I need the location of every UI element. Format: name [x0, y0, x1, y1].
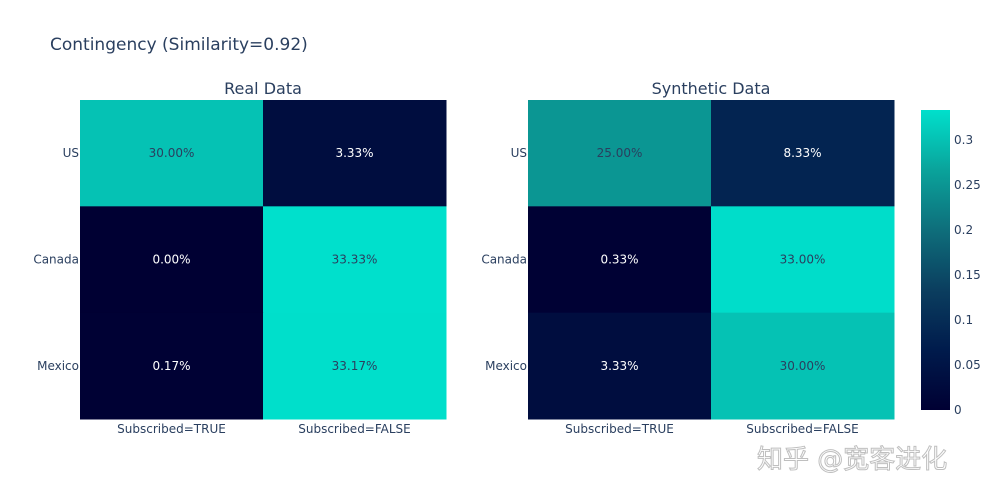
heatmap-cell	[528, 100, 712, 207]
colorbar-tick-label: 0.15	[954, 268, 981, 282]
y-tick-label: Canada	[481, 253, 527, 267]
figure-title: Contingency (Similarity=0.92)	[50, 35, 308, 55]
x-tick-label: Subscribed=TRUE	[565, 422, 674, 436]
cell-label: 30.00%	[780, 359, 826, 373]
heatmap-cell	[528, 206, 712, 314]
heatmap-cell	[80, 206, 264, 314]
colorbar-tick-label: 0.05	[954, 358, 981, 372]
colorbar-tick-label: 0.25	[954, 178, 981, 192]
colorbar-tick-label: 0	[954, 403, 962, 417]
colorbar-tick-label: 0.1	[954, 313, 973, 327]
panel-title: Real Data	[224, 79, 302, 98]
cell-label: 0.17%	[152, 359, 190, 373]
heatmap-cell	[528, 312, 712, 420]
cell-label: 3.33%	[335, 146, 373, 160]
colorbar-tick-label: 0.2	[954, 223, 973, 237]
heatmap-cell	[263, 312, 447, 420]
cell-label: 25.00%	[597, 146, 643, 160]
cell-label: 33.00%	[780, 253, 826, 267]
x-tick-label: Subscribed=FALSE	[298, 422, 411, 436]
cell-label: 8.33%	[783, 146, 821, 160]
y-tick-label: Canada	[33, 253, 79, 267]
y-tick-label: US	[63, 146, 79, 160]
heatmap-panel-1: Real Data 30.00% 3.33% US 0.00% 33.33% Canada 0…	[33, 79, 447, 436]
cell-label: 3.33%	[600, 359, 638, 373]
heatmap-panel-2: Synthetic Data 25.00% 8.33% US 0.33% 33.00% Ca…	[481, 79, 895, 436]
heatmap-cell	[711, 312, 895, 420]
heatmap-cell	[263, 206, 447, 314]
x-tick-label: Subscribed=TRUE	[117, 422, 226, 436]
panel-title: Synthetic Data	[652, 79, 771, 98]
heatmap-cell	[711, 206, 895, 314]
heatmap-cell	[80, 312, 264, 420]
watermark-text: 知乎 @宽客进化	[757, 445, 947, 475]
heatmap-cell	[263, 100, 447, 207]
colorbar-gradient	[921, 110, 950, 410]
cell-label: 0.33%	[600, 253, 638, 267]
y-tick-label: Mexico	[485, 359, 527, 373]
heatmap-cell	[711, 100, 895, 207]
heatmap-cell	[80, 100, 264, 207]
cell-label: 30.00%	[149, 146, 195, 160]
y-tick-label: US	[511, 146, 527, 160]
cell-label: 0.00%	[152, 253, 190, 267]
x-tick-label: Subscribed=FALSE	[746, 422, 859, 436]
y-tick-label: Mexico	[37, 359, 79, 373]
cell-label: 33.33%	[332, 253, 378, 267]
colorbar: 0 0.05 0.1 0.15 0.2 0.25 0.3	[921, 110, 981, 417]
cell-label: 33.17%	[332, 359, 378, 373]
colorbar-tick-label: 0.3	[954, 133, 973, 147]
